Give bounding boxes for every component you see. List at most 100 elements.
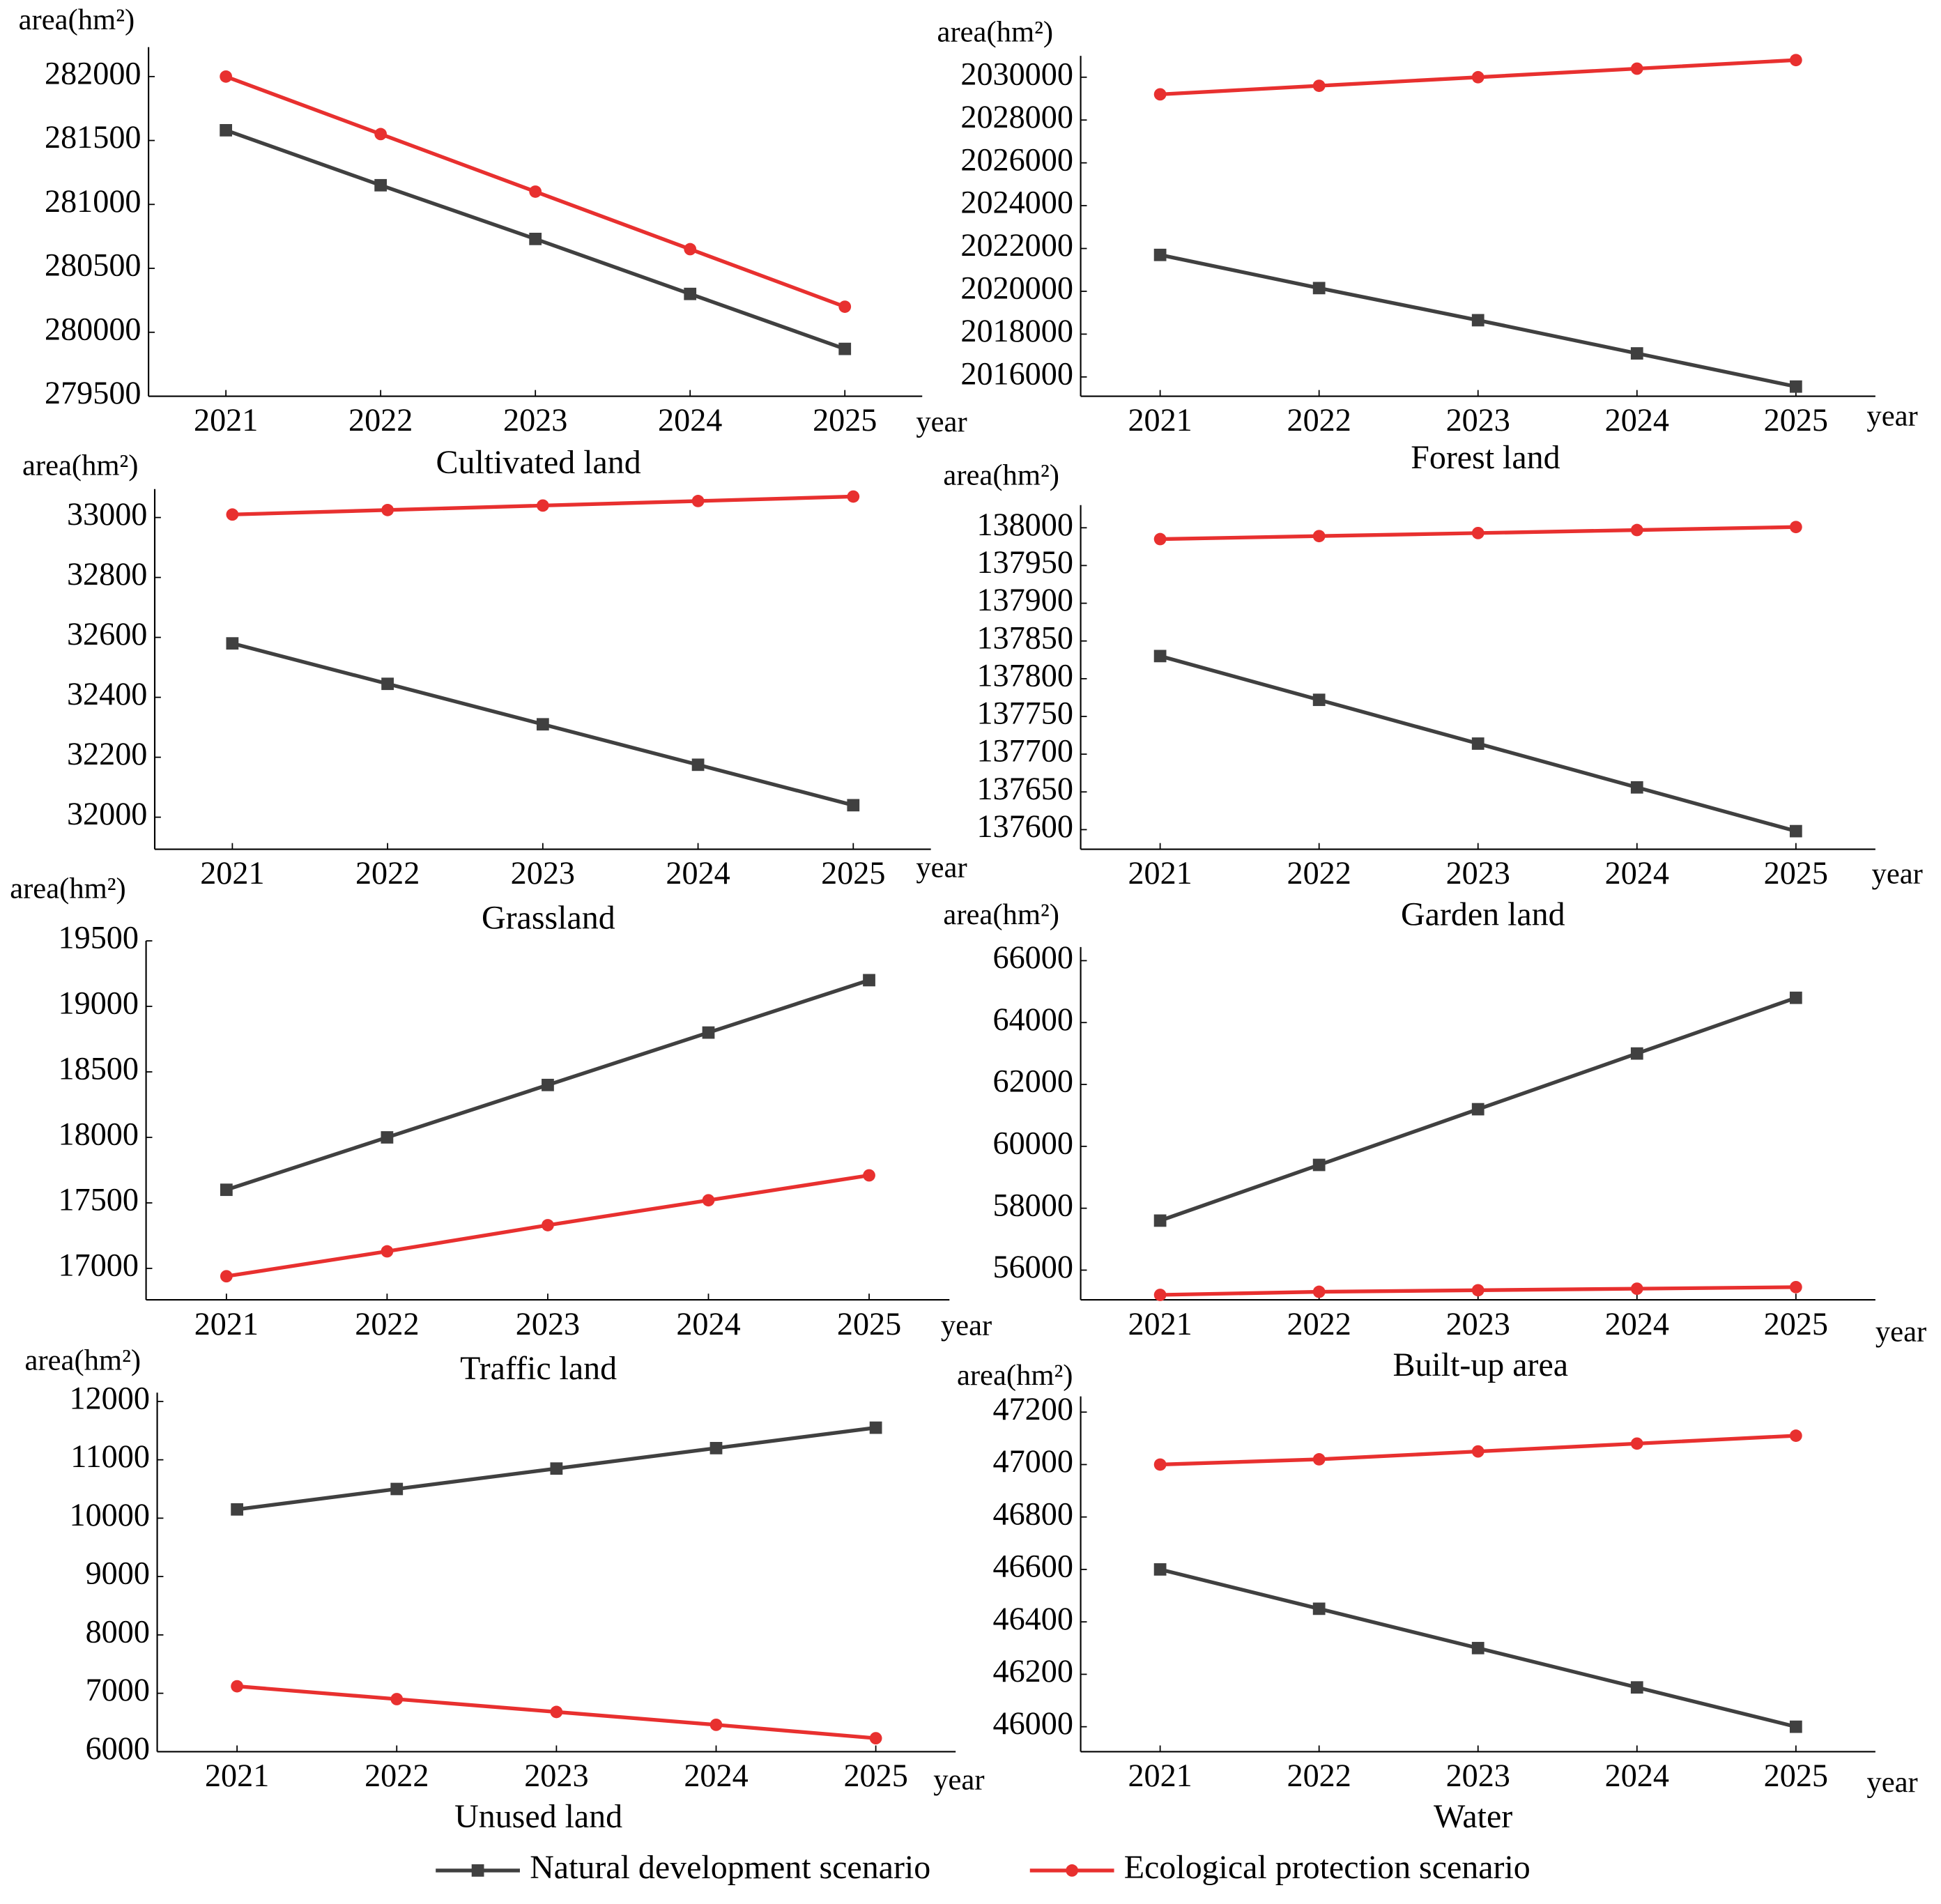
x-tick-label: 2024: [676, 1306, 740, 1342]
marker: [1789, 1720, 1802, 1733]
legend-marker: [471, 1864, 484, 1877]
y-tick-label: 2026000: [960, 141, 1073, 177]
marker: [1312, 1285, 1326, 1298]
marker: [381, 503, 394, 516]
marker: [1312, 282, 1326, 295]
y-tick-label: 8000: [86, 1613, 150, 1649]
chart-title: Built-up area: [1393, 1346, 1568, 1383]
y-tick-label: 18500: [59, 1051, 139, 1087]
marker: [1630, 523, 1643, 537]
x-tick-label: 2022: [1287, 855, 1351, 891]
marker: [1789, 991, 1802, 1004]
x-tick-label: 2024: [1605, 1306, 1669, 1342]
chart-title: Forest land: [1411, 439, 1560, 476]
marker: [1312, 530, 1326, 543]
y-axis-label: area(hm²): [943, 898, 1059, 931]
y-tick-label: 64000: [993, 1001, 1073, 1037]
marker: [231, 1503, 244, 1516]
marker: [1789, 1281, 1802, 1293]
y-tick-label: 2016000: [960, 355, 1073, 391]
y-tick-label: 62000: [993, 1064, 1073, 1099]
y-tick-label: 138000: [976, 507, 1073, 542]
marker: [1471, 314, 1484, 327]
x-axis-label: year: [1866, 1766, 1917, 1799]
x-tick-label: 2023: [1446, 1306, 1510, 1342]
marker: [529, 185, 542, 198]
marker: [691, 758, 705, 771]
marker: [838, 300, 852, 313]
marker: [1789, 824, 1802, 838]
x-tick-label: 2022: [365, 1758, 429, 1793]
chart-title: Water: [1434, 1798, 1512, 1835]
marker: [390, 1482, 404, 1496]
x-tick-label: 2024: [1605, 402, 1669, 438]
x-tick-label: 2023: [503, 402, 567, 438]
y-tick-label: 17500: [59, 1182, 139, 1218]
chart: 279500 280000 280500 281000 281500 282000 2021…: [19, 3, 967, 481]
marker: [1312, 79, 1326, 92]
legend-marker: [1066, 1864, 1079, 1877]
y-tick-label: 11000: [70, 1438, 150, 1474]
marker: [684, 243, 697, 256]
marker: [1471, 1641, 1484, 1655]
x-tick-label: 2025: [1764, 1306, 1828, 1342]
marker: [684, 287, 697, 300]
x-tick-label: 2024: [1605, 1758, 1669, 1793]
chart-title: Cultivated land: [436, 444, 641, 481]
y-tick-label: 47200: [993, 1391, 1073, 1427]
marker: [381, 677, 394, 691]
y-tick-label: 6000: [86, 1730, 150, 1766]
x-axis-label: year: [1872, 857, 1923, 890]
x-tick-label: 2021: [1128, 1758, 1192, 1793]
x-tick-label: 2021: [205, 1758, 269, 1793]
marker: [550, 1462, 563, 1475]
marker: [1153, 248, 1167, 261]
x-tick-label: 2025: [837, 1306, 901, 1342]
chart: 56000 58000 60000 62000 64000 66000 2021 2022 20…: [943, 898, 1926, 1383]
x-tick-label: 2023: [516, 1306, 580, 1342]
marker: [1789, 1429, 1802, 1442]
y-tick-label: 58000: [993, 1187, 1073, 1222]
y-tick-label: 12000: [70, 1380, 150, 1415]
x-axis-label: year: [941, 1310, 992, 1342]
marker: [709, 1441, 723, 1454]
x-tick-label: 2025: [1764, 855, 1828, 891]
legend-label: Natural development scenario: [530, 1849, 930, 1886]
marker: [231, 1680, 244, 1693]
chart-title: Traffic land: [460, 1350, 617, 1387]
x-tick-label: 2025: [843, 1758, 907, 1793]
marker: [1471, 70, 1484, 84]
y-tick-label: 7000: [86, 1672, 150, 1707]
marker: [869, 1421, 882, 1434]
x-tick-label: 2022: [348, 402, 413, 438]
y-tick-label: 46800: [993, 1496, 1073, 1531]
y-tick-label: 281500: [45, 119, 141, 155]
marker: [847, 799, 860, 812]
x-tick-label: 2022: [1287, 1758, 1351, 1793]
x-axis-label: year: [1875, 1316, 1926, 1349]
y-tick-label: 9000: [86, 1556, 150, 1591]
chart-title: Unused land: [454, 1798, 622, 1835]
y-tick-label: 2022000: [960, 227, 1073, 263]
marker: [550, 1705, 563, 1719]
y-tick-label: 32000: [67, 796, 147, 831]
x-axis-label: year: [916, 852, 967, 884]
x-axis-label: year: [916, 406, 967, 438]
x-axis-label: year: [933, 1764, 984, 1797]
marker: [1630, 1437, 1643, 1450]
marker: [1153, 1563, 1167, 1576]
x-tick-label: 2024: [658, 402, 722, 438]
y-tick-label: 137850: [976, 620, 1073, 655]
x-tick-label: 2025: [1764, 402, 1828, 438]
y-axis-label: area(hm²): [937, 16, 1054, 49]
chart: 46000 46200 46400 46600 46800 47000 47200 2021 2…: [957, 1359, 1918, 1835]
y-tick-label: 46600: [993, 1549, 1073, 1584]
chart: 17000 17500 18000 18500 19000 19500 2021 2022 20…: [10, 873, 992, 1387]
marker: [1312, 1158, 1326, 1172]
y-tick-label: 46000: [993, 1705, 1073, 1741]
x-axis-label: year: [1866, 399, 1917, 432]
marker: [1789, 380, 1802, 393]
y-tick-label: 47000: [993, 1443, 1073, 1479]
y-tick-label: 18000: [59, 1116, 139, 1152]
y-tick-label: 32800: [67, 556, 147, 592]
